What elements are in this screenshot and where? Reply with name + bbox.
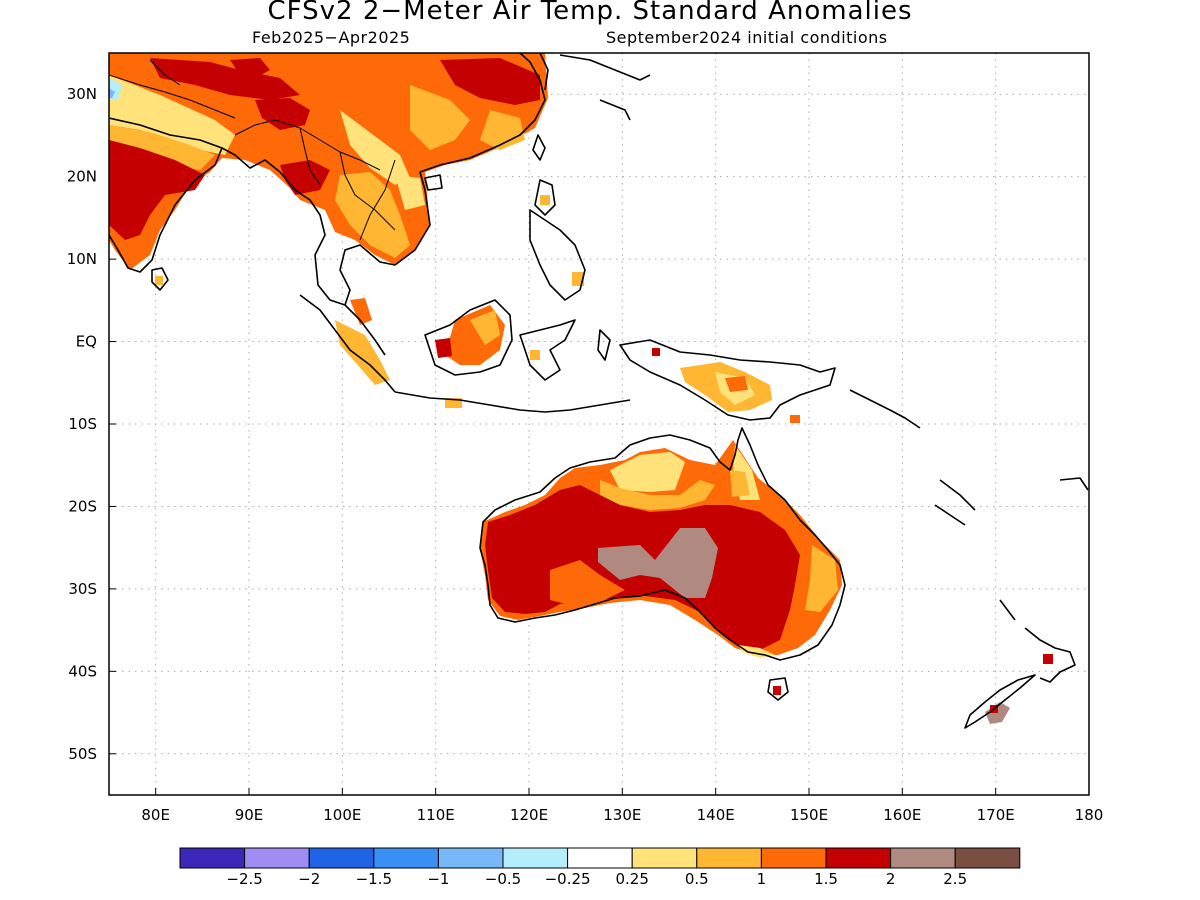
colorbar-swatch xyxy=(373,847,439,869)
lon-tick-label: 160E xyxy=(883,806,921,824)
lon-tick-label: 100E xyxy=(323,806,361,824)
colorbar-label: −0.25 xyxy=(545,870,591,888)
latitude-labels: 30N 20N 10N EQ 10S 20S 30S 40S 50S xyxy=(67,85,97,763)
colorbar-label: 1 xyxy=(757,870,767,888)
chart-title: CFSv2 2−Meter Air Temp. Standard Anomali… xyxy=(267,0,913,26)
lat-tick-label: 20N xyxy=(67,168,97,186)
maritime-anomaly-shading xyxy=(335,195,800,423)
forecast-period: Feb2025−Apr2025 xyxy=(252,28,411,47)
lat-tick-label: 50S xyxy=(68,745,97,763)
lon-tick-label: 140E xyxy=(697,806,735,824)
colorbar-swatch xyxy=(825,847,892,869)
colorbar-swatch xyxy=(244,847,310,869)
colorbar-label: −0.5 xyxy=(485,870,521,888)
colorbar-swatch xyxy=(308,847,375,869)
lat-tick-label: 20S xyxy=(68,497,97,515)
colorbar-swatch xyxy=(954,847,1021,869)
colorbar-label: −1 xyxy=(427,870,449,888)
colorbar-label: 0.25 xyxy=(615,870,648,888)
colorbar-label: 2.5 xyxy=(943,870,967,888)
colorbar-swatch xyxy=(696,847,762,869)
lon-tick-label: 90E xyxy=(235,806,264,824)
australia-anomaly-shading xyxy=(480,440,842,695)
lon-tick-label: 80E xyxy=(141,806,170,824)
colorbar-swatch xyxy=(567,847,633,869)
lon-tick-label: 110E xyxy=(417,806,455,824)
lat-tick-label: 10N xyxy=(67,250,97,268)
map-content xyxy=(109,53,1089,729)
lat-tick-label: 30N xyxy=(67,85,97,103)
colorbar-swatch xyxy=(437,847,504,869)
colorbar-label: −2 xyxy=(298,870,320,888)
plot-frame xyxy=(108,52,1090,796)
colorbar-swatch xyxy=(760,847,827,869)
colorbar-label: 2 xyxy=(886,870,896,888)
lon-tick-label: 180 xyxy=(1075,806,1104,824)
colorbar-swatch xyxy=(631,847,698,869)
colorbar xyxy=(179,847,1021,869)
lat-tick-label: 30S xyxy=(68,580,97,598)
lon-tick-label: 120E xyxy=(510,806,548,824)
coastlines xyxy=(109,53,1089,729)
colorbar-label: −2.5 xyxy=(226,870,262,888)
lon-tick-label: 150E xyxy=(790,806,828,824)
lat-tick-label: 10S xyxy=(68,415,97,433)
longitude-labels: 80E 90E 100E 110E 120E 130E 140E 150E 160E 170E 18… xyxy=(141,806,1103,824)
colorbar-swatch xyxy=(179,847,246,869)
lon-tick-label: 170E xyxy=(977,806,1015,824)
lat-tick-label: 40S xyxy=(68,662,97,680)
colorbar-label: 1.5 xyxy=(814,870,838,888)
initial-conditions: September2024 initial conditions xyxy=(606,28,888,47)
asia-anomaly-shading xyxy=(109,53,548,285)
colorbar-label: −1.5 xyxy=(356,870,392,888)
colorbar-swatch xyxy=(890,847,956,869)
lat-tick-label: EQ xyxy=(76,333,97,351)
lon-tick-label: 130E xyxy=(603,806,641,824)
colorbar-labels: −2.5 −2 −1.5 −1 −0.5 −0.25 0.25 0.5 1 1.5 2 2.5 xyxy=(226,870,967,888)
colorbar-label: 0.5 xyxy=(685,870,709,888)
colorbar-swatch xyxy=(502,847,569,869)
